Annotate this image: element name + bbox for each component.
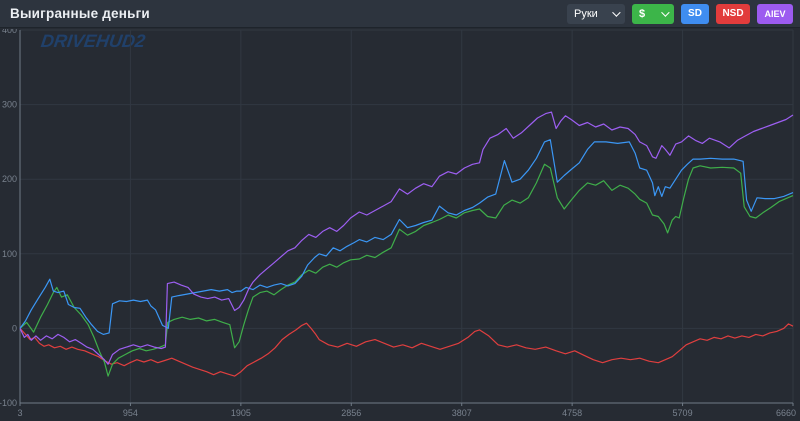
y-tick-label: 300	[2, 100, 17, 110]
x-tick-label: 5709	[673, 408, 693, 418]
nsd-toggle-button[interactable]: NSD	[716, 3, 750, 24]
x-tick-label: 6660	[776, 408, 796, 418]
y-tick-label: 200	[2, 174, 17, 184]
hands-filter-dropdown[interactable]: Руки	[567, 3, 625, 24]
chevron-down-icon	[661, 7, 670, 17]
y-tick-label: -100	[0, 398, 17, 408]
x-tick-label: 3	[17, 408, 22, 418]
series-line-aiev	[19, 111, 794, 365]
sd-toggle-button[interactable]: SD	[681, 3, 709, 24]
x-tick-label: 1905	[231, 408, 251, 418]
aiev-toggle-button[interactable]: AIEV	[757, 3, 793, 24]
y-tick-label: 0	[12, 323, 17, 333]
chart-controls: Руки $ SD NSD AIEV	[567, 3, 800, 24]
series-line-money	[19, 163, 794, 377]
panel-header: Выигранные деньги Руки $ SD NSD AIEV	[0, 0, 800, 28]
hands-filter-label: Руки	[574, 7, 598, 20]
chevron-down-icon	[612, 7, 621, 17]
y-tick-label: 100	[2, 249, 17, 259]
currency-dropdown[interactable]: $	[632, 3, 674, 24]
y-tick-label: 400	[2, 29, 17, 35]
x-tick-label: 4758	[562, 408, 582, 418]
chart-area: DRIVEHUD2 400 300 200 100 0 -100 3 954 1905 2856 3…	[0, 29, 800, 421]
series-line-sd	[19, 139, 794, 335]
series-line-nsd	[19, 322, 794, 377]
x-tick-label: 3807	[452, 408, 472, 418]
page-title: Выигранные деньги	[10, 6, 150, 21]
x-tick-label: 2856	[341, 408, 361, 418]
currency-label: $	[639, 7, 646, 20]
x-tick-label: 954	[123, 408, 138, 418]
